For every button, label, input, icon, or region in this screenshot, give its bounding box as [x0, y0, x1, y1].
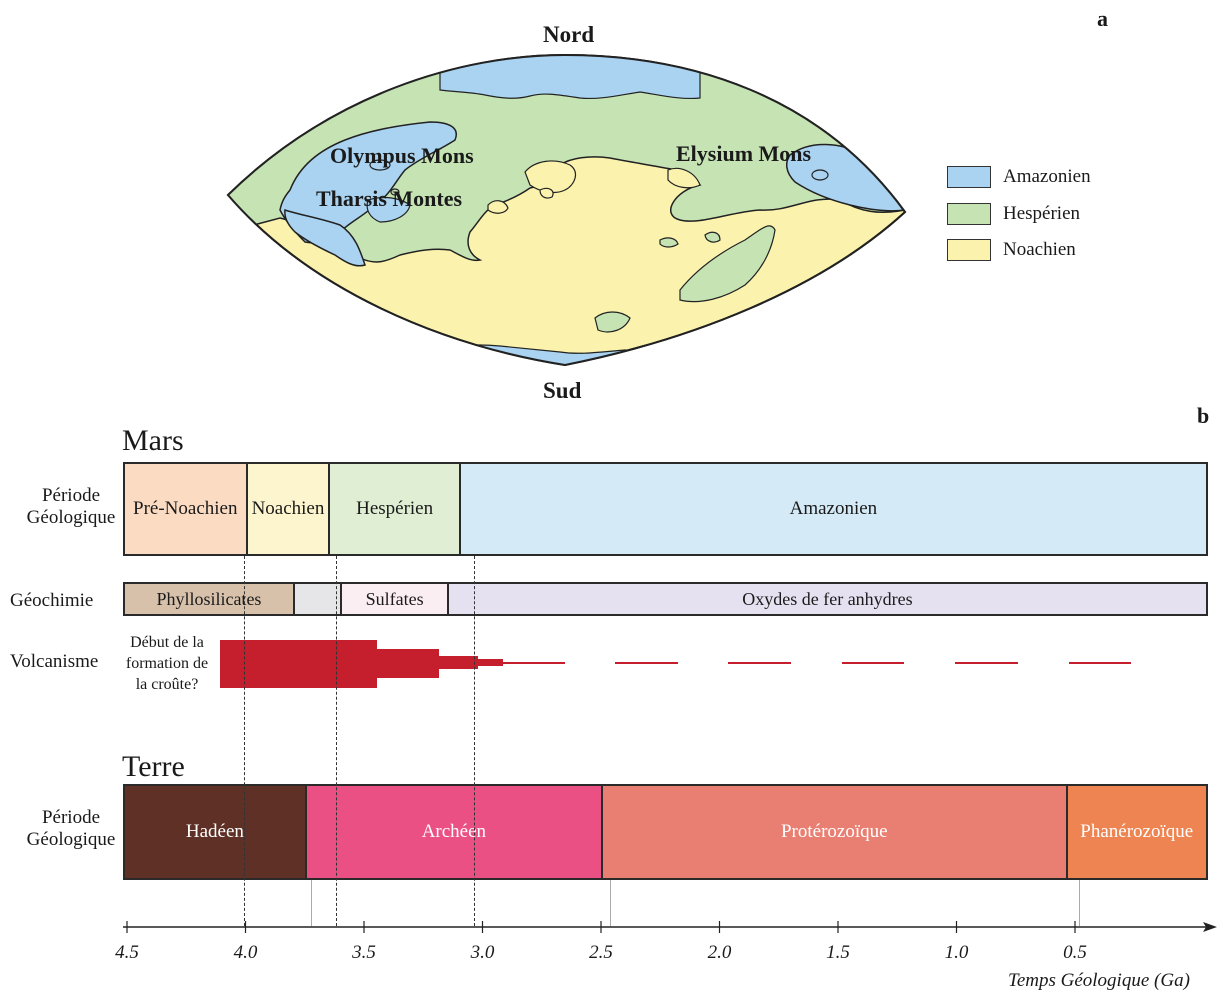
axis-tick-label: 0.5 — [1063, 942, 1087, 963]
earth-period-archean: Archéen — [306, 786, 603, 878]
geochem-phyllosilicates: Phyllosilicates — [125, 584, 295, 614]
mars-period-amazonian: Amazonien — [460, 464, 1206, 554]
earth-period-phanerozoic: Phanérozoïque — [1067, 786, 1206, 878]
row-label-line: Géologique — [26, 829, 116, 850]
south-label: Sud — [543, 378, 582, 403]
legend-label: Noachien — [1003, 239, 1076, 260]
note-line: Début de la — [130, 634, 204, 651]
elysium-mons-label: Elysium Mons — [676, 141, 812, 166]
legend-swatch-noachian — [947, 239, 991, 261]
row-label-line: Période — [41, 807, 101, 828]
period-label: Amazonien — [789, 498, 878, 519]
legend-noachian: Noachien — [947, 239, 1076, 261]
boundary-guide-noachian — [244, 556, 245, 926]
axis-tick-label: 4.5 — [115, 942, 139, 963]
panel-b-label: b — [1197, 403, 1210, 428]
row-label-line: Période — [41, 485, 101, 506]
period-label: Protérozoïque — [780, 821, 888, 842]
period-label: Hespérien — [356, 498, 434, 519]
period-label: Phanérozoïque — [1080, 821, 1194, 842]
legend-label: Hespérien — [1003, 203, 1081, 224]
row-label-line: Géologique — [26, 507, 116, 528]
volcanism-intensity — [220, 640, 1131, 688]
legend-hesperian: Hespérien — [947, 203, 1080, 225]
legend-amazonian: Amazonien — [947, 166, 1091, 188]
tharsis-montes-label: Tharsis Montes — [316, 186, 463, 211]
geochem-bar: Phyllosilicates Sulfates Oxydes de fer a… — [123, 582, 1208, 616]
period-label: Pré-Noachien — [133, 498, 238, 519]
earth-period-bar: Hadéen Archéen Protérozoïque Phanérozoïq… — [123, 784, 1208, 880]
axis-tick-label: 2.0 — [707, 942, 732, 963]
panel-a-label: a — [1097, 6, 1108, 31]
geochem-sulfates: Sulfates — [342, 584, 449, 614]
boundary-guide-proterozoic — [610, 880, 611, 926]
mars-geologic-map — [226, 53, 907, 367]
legend-swatch-amazonian — [947, 166, 991, 188]
north-polar-amazonian — [439, 55, 701, 100]
geochem-label: Oxydes de fer anhydres — [742, 588, 913, 609]
legend-swatch-hesperian — [947, 203, 991, 225]
boundary-guide-hesperian — [336, 556, 337, 926]
axis-tick-label: 4.0 — [233, 942, 258, 963]
volcanism-band — [220, 640, 503, 688]
mars-period-row-label: Période Géologique — [24, 485, 118, 529]
earth-period-hadean: Hadéen — [125, 786, 307, 878]
earth-period-row-label: Période Géologique — [24, 807, 118, 851]
axis-arrow — [1203, 922, 1217, 932]
axis-tick-label: 3.5 — [352, 942, 376, 963]
boundary-guide-phanerozoic — [1079, 880, 1080, 926]
axis-tick-label: 1.0 — [944, 942, 969, 963]
axis-tick-label: 1.5 — [826, 942, 850, 963]
boundary-guide-archean — [311, 880, 312, 926]
time-axis — [123, 921, 1217, 933]
olympus-mons-label: Olympus Mons — [330, 143, 474, 168]
mars-period-prenoachian: Pré-Noachien — [125, 464, 248, 554]
axis-tick-label: 3.0 — [470, 942, 495, 963]
mars-period-noachian: Noachien — [247, 464, 331, 554]
earth-period-proterozoic: Protérozoïque — [603, 786, 1068, 878]
mars-period-bar: Pré-Noachien Noachien Hespérien Amazonie… — [123, 462, 1208, 556]
geochem-label: Phyllosilicates — [156, 588, 262, 609]
period-label: Hadéen — [185, 821, 244, 842]
geochem-iron-oxides: Oxydes de fer anhydres — [448, 584, 1206, 614]
earth-title: Terre — [122, 750, 185, 783]
axis-tick-label: 2.5 — [589, 942, 613, 963]
volcanism-note: Début de la formation de la croûte? — [118, 632, 216, 695]
mars-period-hesperian: Hespérien — [330, 464, 461, 554]
period-label: Archéen — [421, 821, 487, 842]
mars-title: Mars — [122, 424, 184, 457]
note-line: formation de — [125, 655, 209, 672]
axis-title: Temps Géologique (Ga) — [1008, 970, 1190, 991]
geochem-row-label: Géochimie — [10, 590, 94, 611]
legend-label: Amazonien — [1003, 166, 1091, 187]
geochem-transition — [294, 584, 343, 614]
boundary-guide-amazonian — [474, 556, 475, 926]
north-label: Nord — [543, 22, 595, 47]
volcanism-row-label: Volcanisme — [10, 651, 99, 672]
note-line: la croûte? — [135, 676, 199, 693]
geochem-label: Sulfates — [365, 588, 424, 609]
period-label: Noachien — [251, 498, 325, 519]
